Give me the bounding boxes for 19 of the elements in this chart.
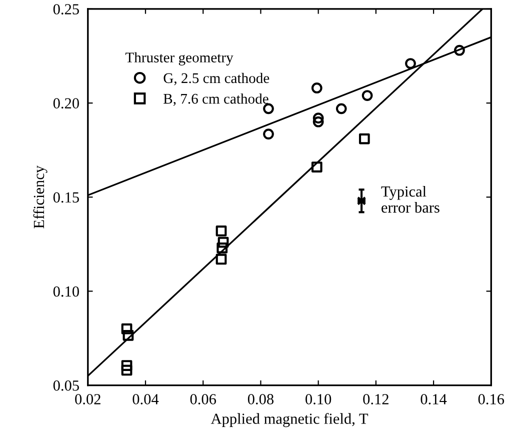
x-tick-label: 0.10 [306, 394, 332, 404]
x-tick-label: 0.02 [75, 394, 100, 404]
y-tick-label: 0.10 [53, 286, 79, 297]
x-tick-label: 0.04 [132, 394, 159, 404]
x-axis-title: Applied magnetic field, T [210, 413, 368, 428]
annotation: Typical error bars [381, 186, 440, 213]
x-tick-label: 0.16 [478, 394, 504, 404]
y-tick-label: 0.05 [53, 380, 79, 391]
x-tick-label: 0.12 [363, 394, 388, 404]
x-tick-label: 0.08 [248, 394, 274, 404]
x-tick-label: 0.06 [190, 394, 216, 404]
y-tick-label: 0.20 [53, 98, 79, 109]
legend-title: Thruster geometry [125, 52, 234, 66]
y-tick-label: 0.25 [53, 4, 79, 14]
y-axis-title: Efficiency [33, 166, 48, 228]
x-tick-label: 0.14 [420, 394, 447, 404]
y-tick-label: 0.15 [53, 192, 79, 203]
legend-label: G, 2.5 cm cathode [164, 72, 270, 86]
legend-label: B, 7.6 cm cathode [164, 93, 268, 106]
